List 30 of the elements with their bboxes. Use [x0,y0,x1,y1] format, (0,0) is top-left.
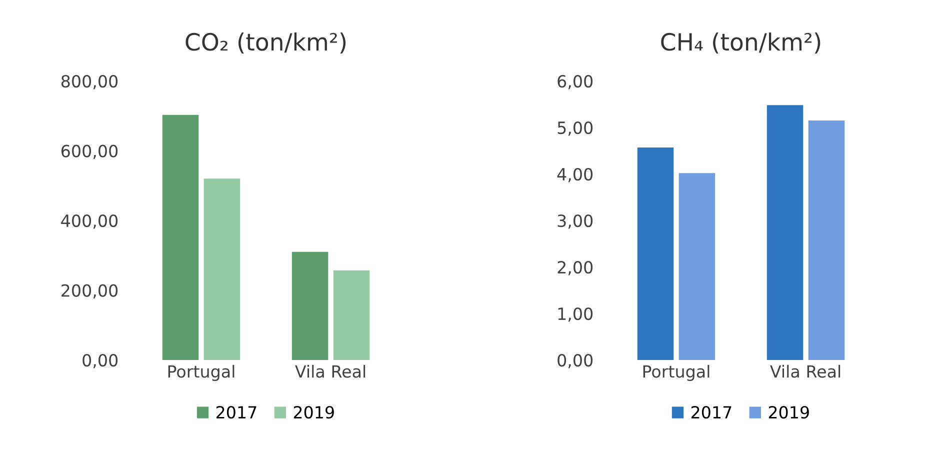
y-tick-label: 3,00 [558,214,593,229]
chart-title: CH₄ (ton/km²) [661,32,820,54]
y-tick-label: 2,00 [558,260,593,276]
bar [678,173,716,360]
bar [333,270,370,360]
bar [204,178,240,360]
y-tick-label: 4,00 [557,168,593,182]
legend-label: 2017 [691,406,732,419]
x-tick-label: Vila Real [295,364,366,378]
bar [637,147,674,360]
legend-label: 2017 [216,406,256,419]
x-tick-label: Portugal [643,364,710,381]
x-tick-label: Vila Real [770,364,840,378]
bar [808,120,845,360]
bar [766,105,804,360]
y-tick-label: 600,00 [61,144,118,160]
bar [292,252,328,360]
y-tick-label: 0,00 [82,354,118,368]
chart-title: CO₂ (ton/km²) [186,32,346,54]
x-tick-label: Portugal [168,364,234,381]
legend-label: 2019 [294,406,334,419]
y-tick-label: 5,00 [558,121,593,136]
y-tick-label: 200,00 [62,284,118,299]
legend-label: 2019 [768,406,809,419]
y-tick-label: 400,00 [61,214,118,229]
y-tick-label: 800,00 [61,74,118,90]
y-tick-label: 1,00 [558,307,593,322]
y-tick-label: 6,00 [558,74,593,90]
bar [162,114,199,360]
y-tick-label: 0,00 [558,354,593,368]
